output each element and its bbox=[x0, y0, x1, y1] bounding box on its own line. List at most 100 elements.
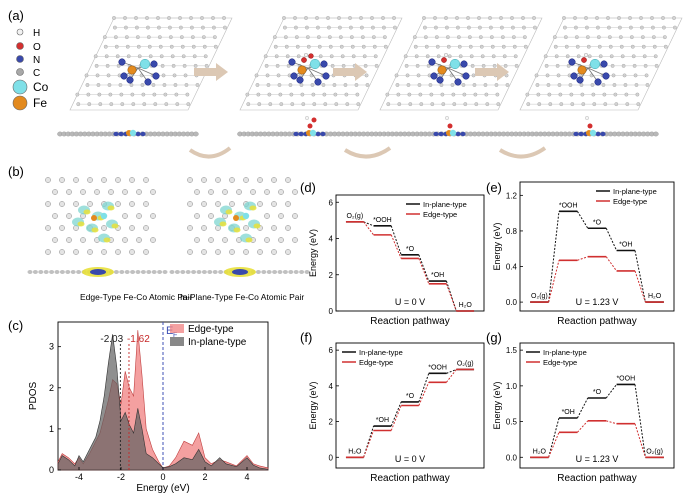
energy-connector bbox=[605, 256, 617, 272]
curved-arrow bbox=[188, 146, 232, 159]
state-label: *O bbox=[406, 246, 415, 253]
side-nitrogen bbox=[578, 131, 584, 137]
nitrogen-atom bbox=[568, 58, 576, 66]
panel-label-e: (e) bbox=[486, 180, 502, 195]
carbon-atom bbox=[292, 189, 298, 195]
atom-legend-swatch-co bbox=[12, 79, 28, 95]
side-cobalt bbox=[309, 129, 317, 137]
carbon-atom bbox=[101, 177, 107, 183]
legend-label: Edge-type bbox=[613, 197, 647, 206]
carbon-atom bbox=[115, 249, 121, 255]
carbon-atom bbox=[136, 237, 142, 243]
state-label: *O bbox=[593, 219, 602, 226]
carbon-atom bbox=[194, 189, 200, 195]
step-arrow bbox=[475, 63, 509, 81]
panel-e-energy-chart: O₂(g) *OOH *O *OH H₂O 0.0 0.4 0.8 1.2 Energy (eV)… bbox=[492, 181, 675, 327]
carbon-atom bbox=[285, 201, 291, 207]
cobalt-atom bbox=[100, 212, 108, 220]
x-axis-label: Reaction pathway bbox=[370, 473, 450, 484]
carbon-atom bbox=[278, 213, 284, 219]
side-carbon bbox=[169, 270, 175, 274]
side-hydrogen bbox=[305, 116, 309, 120]
energy-connector bbox=[577, 420, 589, 433]
nitrogen-atom bbox=[288, 58, 296, 66]
iron-atom bbox=[233, 215, 239, 221]
side-carbon bbox=[293, 270, 299, 274]
side-carbon bbox=[185, 270, 191, 274]
nitrogen-atom bbox=[322, 72, 330, 80]
potential-condition: U = 1.23 V bbox=[576, 454, 619, 464]
pdos-center-label: -2.03 bbox=[100, 334, 123, 345]
side-metal-pair bbox=[232, 269, 248, 275]
legend-label: In-plane-type bbox=[423, 200, 467, 209]
x-tick-label: -2 bbox=[117, 472, 125, 482]
side-carbon bbox=[255, 270, 261, 274]
carbon-atom bbox=[52, 189, 58, 195]
carbon-atom bbox=[73, 249, 79, 255]
charge-density-accumulation bbox=[91, 227, 99, 233]
energy-connector bbox=[446, 369, 457, 383]
nitrogen-atom bbox=[570, 72, 578, 80]
carbon-atom bbox=[285, 177, 291, 183]
carbon-atom bbox=[243, 225, 249, 231]
y-axis-label: Energy (eV) bbox=[308, 381, 318, 429]
side-carbon bbox=[272, 270, 278, 274]
side-nitrogen bbox=[320, 131, 326, 137]
atom-legend-label-n: N bbox=[33, 55, 40, 66]
charge-density-accumulation bbox=[103, 237, 111, 243]
carbon-atom bbox=[292, 237, 298, 243]
carbon-atom bbox=[215, 249, 221, 255]
carbon-atom bbox=[215, 177, 221, 183]
carbon-atom bbox=[187, 225, 193, 231]
side-carbon bbox=[38, 270, 44, 274]
iron-atom bbox=[297, 65, 307, 75]
state-label: *O bbox=[406, 393, 415, 400]
side-carbon bbox=[162, 270, 168, 274]
carbon-atom bbox=[122, 213, 128, 219]
charge-density-accumulation bbox=[219, 221, 227, 227]
nitrogen-atom bbox=[118, 58, 126, 66]
carbon-atom bbox=[52, 213, 58, 219]
carbon-atom bbox=[222, 237, 228, 243]
y-axis-label: Energy (eV) bbox=[492, 381, 502, 429]
carbon-atom bbox=[208, 189, 214, 195]
carbon-atom bbox=[194, 237, 200, 243]
energy-connector bbox=[634, 423, 646, 458]
iron-atom bbox=[91, 215, 97, 221]
side-carbon bbox=[70, 270, 76, 274]
carbon-atom bbox=[243, 177, 249, 183]
nitrogen-atom bbox=[144, 78, 152, 86]
side-oxygen bbox=[311, 117, 317, 123]
carbon-atom bbox=[229, 201, 235, 207]
state-label: *OOH bbox=[559, 202, 578, 209]
side-nitrogen bbox=[460, 131, 466, 137]
carbon-atom bbox=[143, 249, 149, 255]
nitrogen-atom bbox=[126, 76, 134, 84]
carbon-atom bbox=[271, 177, 277, 183]
side-carbon bbox=[207, 270, 213, 274]
nitrogen-atom bbox=[576, 76, 584, 84]
state-label: *OOH bbox=[373, 217, 392, 224]
x-tick-label: 4 bbox=[244, 472, 249, 482]
plot-frame bbox=[519, 342, 675, 469]
carbon-atom bbox=[201, 201, 207, 207]
carbon-atom bbox=[136, 189, 142, 195]
state-label: H₂O bbox=[648, 293, 662, 300]
side-oxygen bbox=[447, 123, 453, 129]
carbon-atom bbox=[278, 189, 284, 195]
carbon-atom bbox=[122, 189, 128, 195]
carbon-atom bbox=[150, 237, 156, 243]
carbon-atom bbox=[229, 177, 235, 183]
y-tick-label: 0.0 bbox=[506, 298, 518, 307]
step-arrow bbox=[194, 63, 228, 81]
side-carbon bbox=[124, 270, 130, 274]
oxygen-atom bbox=[308, 53, 314, 59]
carbon-atom bbox=[208, 213, 214, 219]
side-nitrogen bbox=[600, 131, 606, 137]
nitrogen-atom bbox=[152, 72, 160, 80]
side-metal-pair bbox=[90, 269, 106, 275]
side-carbon bbox=[130, 270, 136, 274]
nitrogen-atom bbox=[314, 78, 322, 86]
side-carbon bbox=[282, 270, 288, 274]
